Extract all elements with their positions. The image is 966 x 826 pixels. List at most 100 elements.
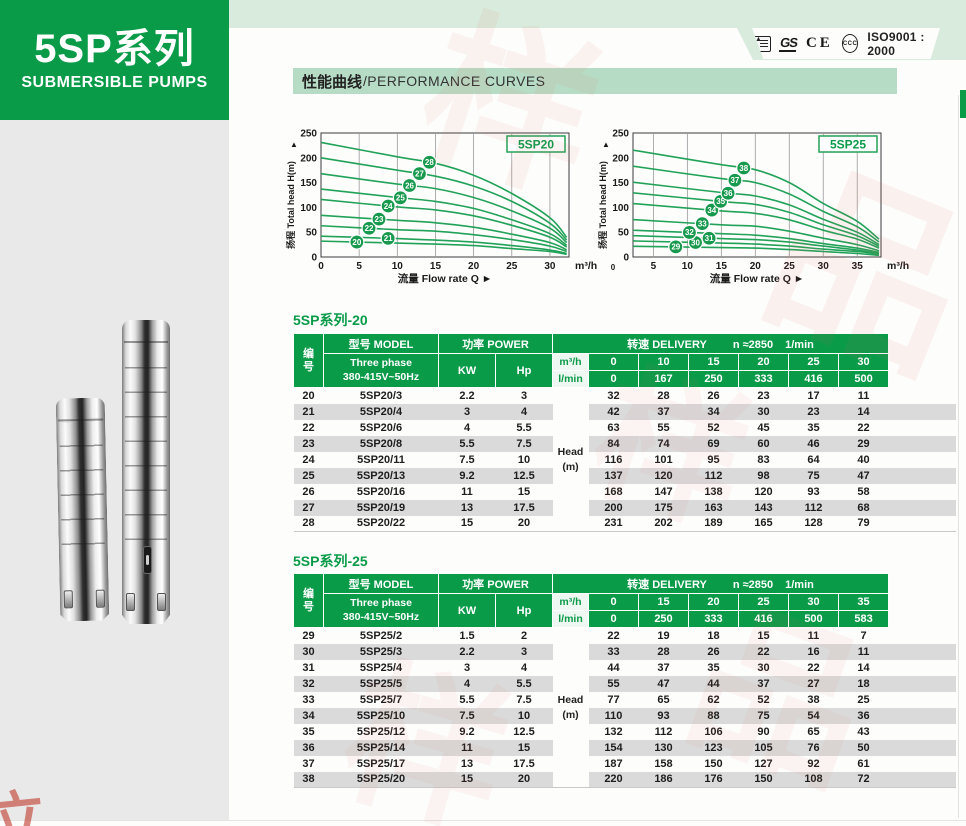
cell-head-value: 34 xyxy=(707,405,720,418)
cell-model: 5SP20/4 xyxy=(359,405,403,418)
cell-model: 5SP25/7 xyxy=(359,693,403,706)
x-tick-label: 25 xyxy=(784,261,796,272)
cell-model: 5SP25/20 xyxy=(356,773,406,786)
cell-head-value: 168 xyxy=(604,485,623,498)
curve-label-circle xyxy=(701,230,717,246)
y-axis-arrow-icon: ▲ xyxy=(602,140,610,149)
curve-label-circle xyxy=(380,198,396,214)
lmin-value-header: 500 xyxy=(837,370,890,388)
cell-number: 28 xyxy=(302,517,315,530)
cell-kw: 9.2 xyxy=(459,725,475,738)
y-tick-label: 100 xyxy=(612,203,629,214)
x-tick-label: 20 xyxy=(468,261,480,272)
performance-chart-5sp25: 0 50 100 150 200 250 5 10 15 20 25 30 35 0 m³/h 流量 Flow… xyxy=(597,121,919,291)
y-axis-title: 扬程 Total head H(m) xyxy=(597,161,608,249)
chart-title: 5SP20 xyxy=(518,138,554,152)
curve-label-number: 33 xyxy=(698,219,707,228)
cell-head-value: 202 xyxy=(654,517,673,530)
cell-kw: 7.5 xyxy=(459,453,475,466)
curve-label-number: 24 xyxy=(384,202,393,211)
cell-model: 5SP20/3 xyxy=(359,389,403,402)
cell-head-value: 189 xyxy=(704,517,723,530)
flow-value-header: 35 xyxy=(837,593,890,611)
cell-head-value: 65 xyxy=(657,693,670,706)
cell-head-value: 72 xyxy=(857,773,870,786)
flow-value-header: 25 xyxy=(738,593,789,611)
cell-head-value: 28 xyxy=(657,645,670,658)
cell-number: 35 xyxy=(302,725,315,738)
filler-cell xyxy=(889,500,956,516)
cell-hp: 5.5 xyxy=(516,421,532,434)
curve-label-number: 31 xyxy=(705,234,714,243)
pump-curve-23 xyxy=(320,214,568,251)
curve-label-circle xyxy=(727,172,743,188)
cell-head-value: 186 xyxy=(654,773,673,786)
section-title-band: 性能曲线/PERFORMANCE CURVES xyxy=(293,68,897,94)
table-row: 32 5SP25/5 4 5.5 55 47 44 37 27 18 xyxy=(293,675,956,692)
gs-mark-icon: GS xyxy=(779,34,799,52)
curve-label-number: 37 xyxy=(730,176,739,185)
cell-kw: 5.5 xyxy=(459,437,475,450)
cell-head-value: 105 xyxy=(754,741,773,754)
cell-head-value: 154 xyxy=(604,741,623,754)
series-title: 5SP系列 xyxy=(34,27,195,71)
x-origin-label: 0 xyxy=(611,263,616,272)
unit-lmin-label: l/min xyxy=(552,370,589,388)
cell-head-value: 98 xyxy=(757,469,770,482)
cell-kw: 13 xyxy=(460,757,474,770)
cell-head-value: 23 xyxy=(807,405,820,418)
cell-model: 5SP20/19 xyxy=(356,501,406,514)
x-unit-label: m³/h xyxy=(887,260,909,272)
pump-photo-short xyxy=(56,398,110,622)
cell-hp: 4 xyxy=(520,405,528,418)
unit-flow-label: m³/h xyxy=(552,593,589,611)
cell-head-value: 44 xyxy=(607,661,620,674)
y-tick-label: 150 xyxy=(300,178,317,189)
head-m-label: Head (m) xyxy=(552,627,589,788)
cell-model: 5SP20/13 xyxy=(356,469,406,482)
cell-kw: 4 xyxy=(463,677,471,690)
lmin-value-header: 250 xyxy=(638,610,689,628)
cell-head-value: 69 xyxy=(707,437,720,450)
cell-number: 32 xyxy=(302,677,315,690)
cell-head-value: 175 xyxy=(654,501,673,514)
cell-number: 24 xyxy=(302,453,315,466)
curve-label-circle xyxy=(401,177,418,194)
cell-head-value: 18 xyxy=(707,629,720,642)
chart-model-box xyxy=(818,135,878,153)
x-tick-label: 0 xyxy=(318,261,324,272)
cell-head-value: 17 xyxy=(807,389,820,402)
y-axis-title: 扬程 Total head H(m) xyxy=(285,161,296,249)
cell-number: 29 xyxy=(302,629,315,642)
cell-head-value: 11 xyxy=(807,629,820,642)
curve-label-circle xyxy=(392,190,408,206)
cell-head-value: 22 xyxy=(757,645,770,658)
ccc-mark-icon: CCC xyxy=(841,34,859,53)
flow-value-header: 30 xyxy=(788,593,839,611)
cell-head-value: 93 xyxy=(807,485,820,498)
x-tick-label: 35 xyxy=(852,261,864,272)
cell-hp: 15 xyxy=(517,741,531,754)
cell-kw: 11 xyxy=(461,741,473,754)
curve-label-number: 34 xyxy=(707,206,716,215)
cell-head-value: 120 xyxy=(754,485,773,498)
pump-curve-28 xyxy=(320,141,568,238)
cell-model: 5SP25/4 xyxy=(359,661,403,674)
flow-value-header: 15 xyxy=(638,593,689,611)
certification-strip: GS CE CCC ISO9001 : 2000 xyxy=(752,28,940,59)
pump-curve-36 xyxy=(632,181,880,246)
col-header-kw: KW xyxy=(438,593,496,628)
lmin-value-header: 333 xyxy=(738,370,789,388)
x-tick-label: 10 xyxy=(682,261,694,272)
cell-head-value: 47 xyxy=(857,469,870,482)
cell-head-value: 11 xyxy=(857,645,870,658)
chart-model-box xyxy=(506,135,566,153)
cell-number: 23 xyxy=(302,437,315,450)
pump-curve-24 xyxy=(320,198,568,248)
cell-head-value: 83 xyxy=(757,453,770,466)
head-m-label: Head (m) xyxy=(552,387,589,532)
cell-number: 21 xyxy=(302,405,315,418)
filler-cell xyxy=(889,468,956,484)
cell-hp: 4 xyxy=(520,661,528,674)
filler-cell xyxy=(889,436,956,452)
